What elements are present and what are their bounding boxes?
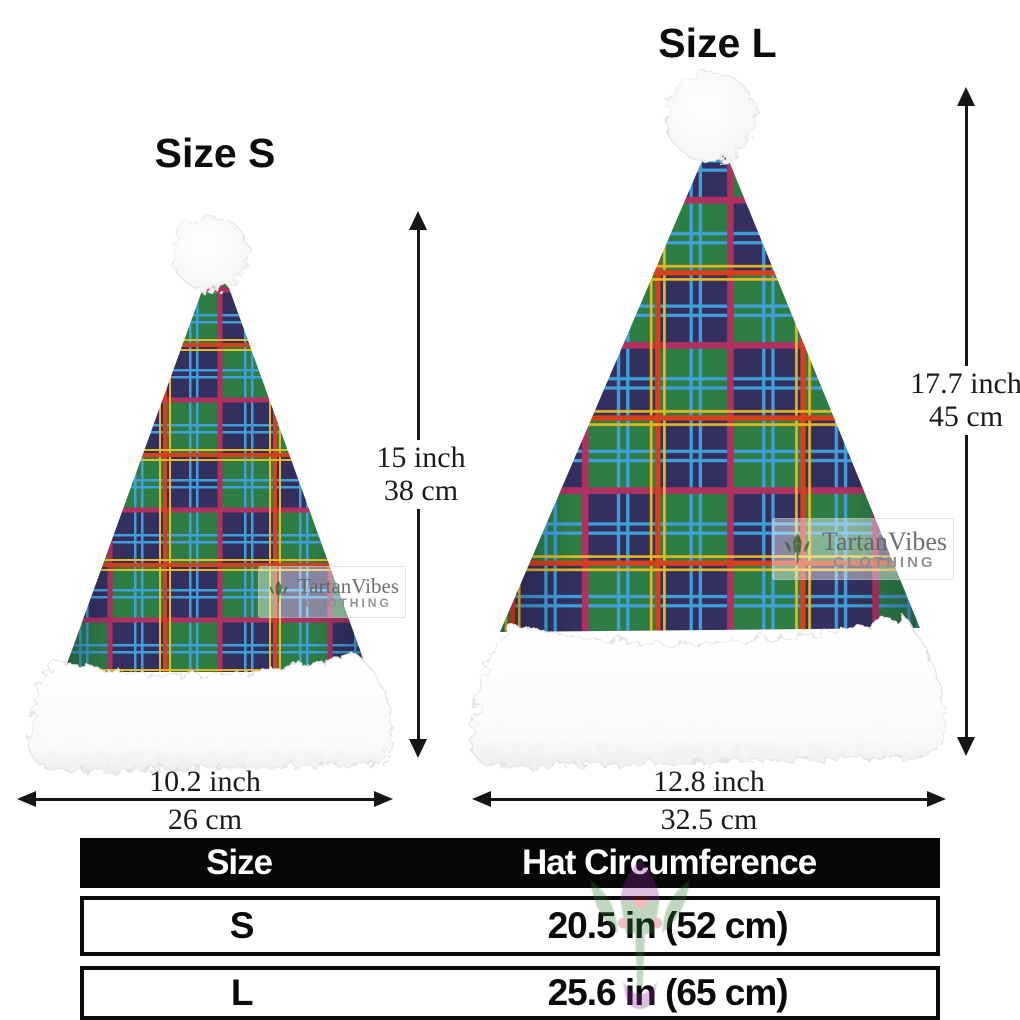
width-large-cm: 32.5 cm [660, 803, 758, 836]
height-small-inch: 15 inch [376, 441, 466, 474]
height-arrow-small-line [417, 228, 420, 440]
tartanvibes-watermark-large: TartanVibes CLOTHING [772, 518, 954, 580]
arrow-right-head [374, 791, 393, 807]
table-row-l: L 25.6 in (65 cm) [80, 966, 940, 1020]
height-arrow-small-line [417, 509, 420, 740]
row-l-size: L [230, 972, 254, 1013]
santa-hat-small [29, 214, 394, 772]
height-large-inch: 17.7 inch [910, 367, 1020, 400]
arrow-down-head [957, 737, 975, 756]
row-s-size: S [229, 905, 255, 946]
hat-small-pompom [171, 214, 249, 292]
header-circumference: Hat Circumference [521, 843, 817, 882]
arrow-up-head [409, 211, 427, 230]
height-large-cm: 45 cm [928, 400, 1004, 433]
hat-small-brim [29, 651, 394, 772]
watermark-sub-text: CLOTHING [833, 553, 936, 571]
row-l-circumference: 25.6 in (65 cm) [547, 972, 789, 1013]
watermark-brand-text: TartanVibes [821, 526, 947, 556]
height-dimension-small: 15 inch 38 cm [356, 441, 486, 507]
santa-hat-large [470, 71, 948, 768]
arrow-left-head [472, 791, 491, 807]
thistle-logo-icon [785, 533, 810, 564]
height-dimension-large: 17.7 inch 45 cm [900, 367, 1020, 433]
hat-large-pompom [665, 71, 757, 163]
hat-small-cone [64, 280, 368, 672]
height-arrow-large-line [965, 104, 968, 366]
arrow-right-head [927, 791, 946, 807]
thistle-logo-icon [269, 580, 288, 603]
width-small-inch: 10.2 inch [149, 765, 261, 798]
width-small-cm: 26 cm [167, 803, 243, 836]
width-large-inch: 12.8 inch [653, 765, 765, 798]
tartanvibes-watermark-small: TartanVibes CLOTHING [258, 566, 406, 618]
row-s-circumference: 20.5 in (52 cm) [547, 905, 789, 946]
hat-large-cone [500, 153, 920, 632]
header-size: Size [206, 843, 273, 882]
watermark-brand-text: TartanVibes [297, 573, 399, 598]
table-row-s: S 20.5 in (52 cm) [80, 896, 940, 956]
width-arrow-large-line [489, 798, 929, 801]
height-small-cm: 38 cm [383, 474, 459, 507]
arrow-up-head [957, 87, 975, 106]
size-table-header: Size Hat Circumference [80, 838, 940, 888]
arrow-left-head [17, 791, 36, 807]
hat-large-brim [470, 615, 948, 768]
width-arrow-small-line [34, 798, 376, 801]
size-l-title: Size L [658, 20, 777, 66]
watermark-sub-text: CLOTHING [305, 595, 392, 610]
arrow-down-head [409, 739, 427, 758]
height-arrow-large-line [965, 435, 968, 737]
size-s-title: Size S [154, 130, 276, 176]
